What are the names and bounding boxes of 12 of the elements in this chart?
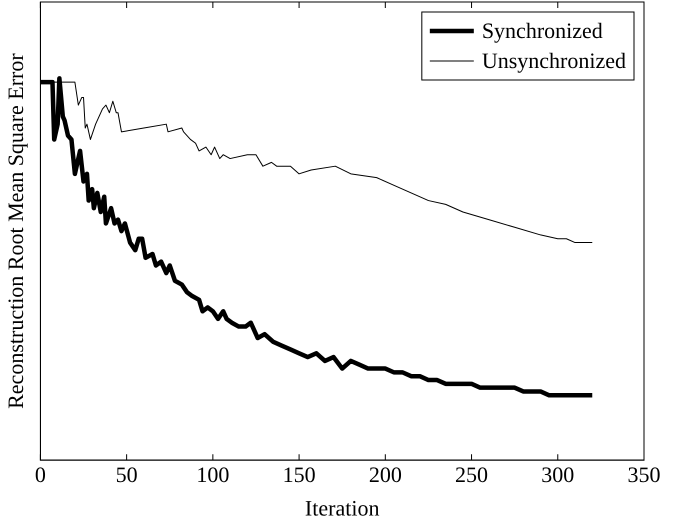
x-tick-label: 200 bbox=[368, 462, 402, 488]
x-axis-title: Iteration bbox=[304, 496, 380, 521]
x-tick-label: 0 bbox=[34, 462, 46, 488]
x-tick-label: 100 bbox=[196, 462, 230, 488]
x-tick-label: 350 bbox=[628, 462, 660, 488]
x-tick-label: 150 bbox=[282, 462, 316, 488]
legend-label: Unsynchronized bbox=[482, 48, 626, 73]
legend-label: Synchronized bbox=[482, 18, 603, 43]
y-axis-title: Reconstruction Root Mean Square Error bbox=[2, 52, 28, 409]
x-tick-label: 50 bbox=[116, 462, 138, 488]
x-tick-label: 250 bbox=[455, 462, 488, 488]
x-tick-label: 300 bbox=[541, 462, 574, 488]
